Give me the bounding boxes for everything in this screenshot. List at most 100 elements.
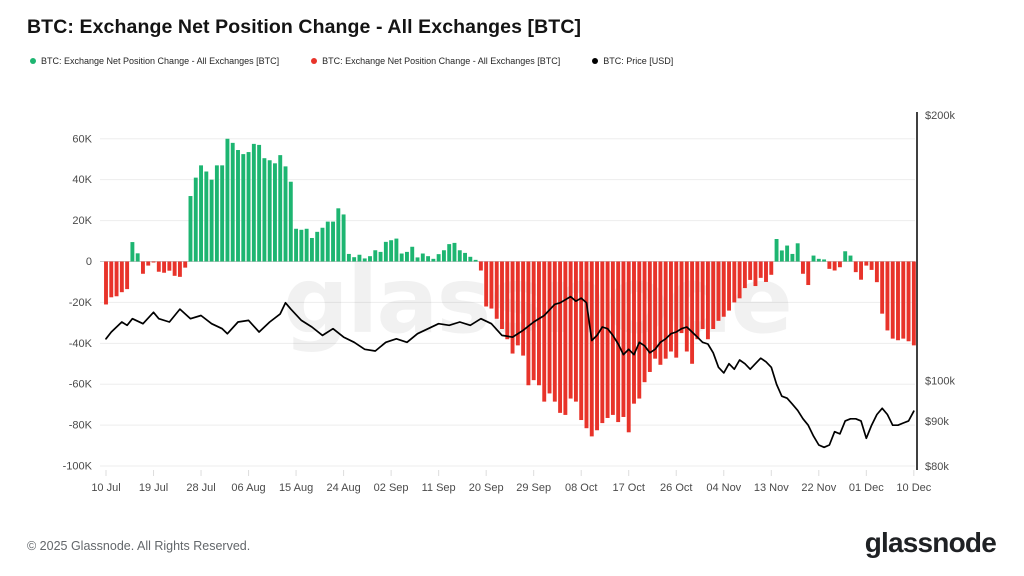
x-axis-tick: 19 Jul <box>139 482 168 494</box>
net-position-bar <box>669 261 673 352</box>
x-axis-tick: 01 Dec <box>849 482 884 494</box>
net-position-bar <box>605 261 610 418</box>
net-position-bar <box>394 238 399 262</box>
net-position-bar <box>890 261 895 339</box>
x-axis-tick: 17 Oct <box>613 482 645 494</box>
x-axis-tick: 02 Sep <box>374 482 409 494</box>
price-line <box>105 295 915 449</box>
net-position-bar <box>309 237 314 262</box>
net-position-bar <box>320 227 325 262</box>
net-position-bar <box>389 240 394 262</box>
net-position-bar <box>125 261 130 290</box>
net-position-bar <box>220 165 225 262</box>
net-position-bar <box>331 221 335 262</box>
net-position-bar <box>690 261 695 364</box>
y-axis-left-tick: -20K <box>69 297 93 309</box>
net-position-bar <box>822 259 827 262</box>
page-title: BTC: Exchange Net Position Change - All … <box>27 16 582 38</box>
net-position-bar <box>373 250 378 262</box>
net-position-bar <box>584 261 589 429</box>
y-axis-left-tick: 40K <box>72 174 92 186</box>
net-position-bar <box>204 171 209 262</box>
net-position-bar <box>109 261 114 298</box>
net-position-bar <box>521 261 526 356</box>
net-position-bar <box>457 250 462 262</box>
net-position-bar <box>626 261 631 433</box>
y-axis-left: 60K 40K 20K 0 -20K -40K -60K -80K -100K <box>63 133 93 472</box>
net-position-bar <box>769 261 774 275</box>
chart-canvas: 60K40K20K0-20K-40K-60K-80K-100Kglassnode… <box>63 110 956 494</box>
net-position-bar <box>267 160 272 262</box>
x-axis-tick: 15 Aug <box>279 482 313 494</box>
brand-wordmark: glassnode <box>864 527 997 558</box>
x-axis-tick: 10 Dec <box>896 482 931 494</box>
net-position-bar <box>632 261 636 404</box>
net-position-bar <box>727 261 731 311</box>
net-position-bar <box>399 253 404 262</box>
y-axis-left-tick: -60K <box>69 379 93 391</box>
net-position-bar <box>273 163 277 262</box>
net-position-bar <box>478 261 483 271</box>
net-position-bar <box>193 177 198 262</box>
net-position-bar <box>141 261 145 274</box>
legend-item-net-position-positive: BTC: Exchange Net Position Change - All … <box>30 56 279 66</box>
net-position-bar <box>251 143 256 262</box>
legend-item-net-position-negative: BTC: Exchange Net Position Change - All … <box>311 56 560 66</box>
net-position-bar <box>748 261 753 280</box>
net-position-bar <box>283 166 288 262</box>
net-position-bar <box>315 231 320 262</box>
legend: BTC: Exchange Net Position Change - All … <box>30 56 673 66</box>
net-position-bar <box>510 261 515 354</box>
net-position-bar <box>737 261 742 299</box>
y-axis-right-tick: $80k <box>925 461 949 473</box>
net-position-bar <box>162 261 167 273</box>
x-axis-tick: 28 Jul <box>186 482 215 494</box>
net-position-bar <box>563 261 568 415</box>
net-position-bar <box>431 258 436 262</box>
net-position-bar <box>610 261 615 415</box>
net-position-bar <box>579 261 584 421</box>
x-axis: 10 Jul 19 Jul 28 Jul 06 Aug 15 Aug 24 Aug 02 S… <box>91 470 932 494</box>
net-position-bar <box>843 251 848 262</box>
net-position-bar <box>911 261 916 346</box>
red-dot-icon <box>311 58 318 64</box>
net-position-bar <box>742 261 747 289</box>
net-position-bar <box>811 255 816 262</box>
net-position-bar <box>225 138 230 262</box>
net-position-bar <box>647 261 652 372</box>
net-position-bar <box>199 165 203 262</box>
net-position-bar <box>494 261 499 319</box>
net-position-bar <box>368 256 372 262</box>
net-position-bar <box>304 228 309 262</box>
net-position-bar <box>801 261 805 274</box>
net-position-bar <box>294 228 299 262</box>
net-position-bar <box>236 150 240 262</box>
net-position-bar <box>758 261 763 278</box>
x-axis-tick: 11 Sep <box>422 482 456 494</box>
net-position-bar <box>547 261 552 394</box>
net-position-bar <box>378 251 383 262</box>
x-axis-tick: 10 Jul <box>91 482 120 494</box>
net-position-bar <box>874 261 879 283</box>
net-position-bar <box>732 261 737 303</box>
net-position-bar <box>542 261 547 402</box>
net-position-bar <box>589 261 594 437</box>
net-position-bar <box>600 261 605 424</box>
net-position-bar <box>172 261 177 276</box>
net-position-bar <box>695 261 700 340</box>
net-position-bar <box>288 181 293 262</box>
net-position-bar <box>774 239 779 262</box>
net-position-bar <box>441 250 446 262</box>
net-position-bar <box>526 261 531 386</box>
y-axis-right-tick: $90k <box>925 416 949 428</box>
net-position-bar <box>473 259 478 262</box>
net-position-bar <box>177 261 182 277</box>
net-position-bar <box>816 258 821 262</box>
net-position-bar <box>352 257 357 262</box>
net-position-bar <box>616 261 621 423</box>
legend-item-price: BTC: Price [USD] <box>592 56 673 66</box>
net-position-bar <box>447 244 452 262</box>
net-position-bar <box>832 261 837 271</box>
net-position-bar <box>278 155 283 262</box>
net-position-bar <box>906 261 911 342</box>
